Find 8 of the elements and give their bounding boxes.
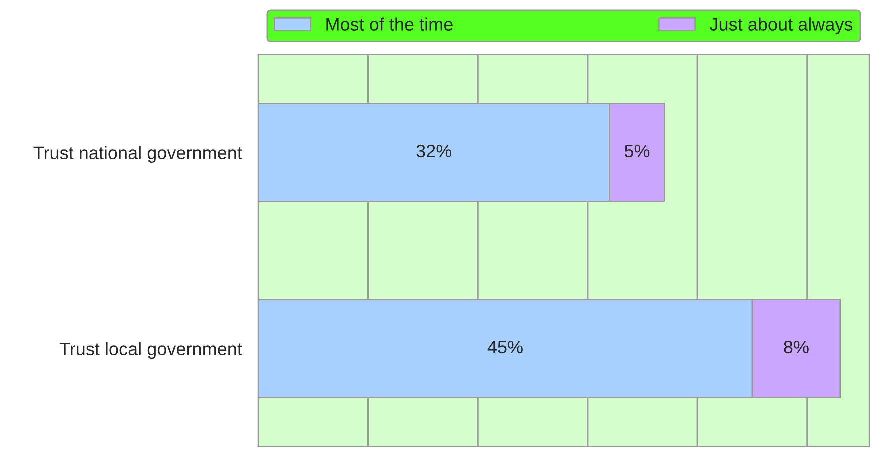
data-label: 5% (624, 144, 650, 158)
legend-label: Just about always (710, 18, 853, 35)
data-label: 32% (416, 144, 452, 158)
data-label: 8% (784, 340, 809, 354)
y-tick-label: Trust local government (60, 342, 242, 360)
y-tick-label: Trust national government (34, 146, 242, 164)
legend-label: Most of the time (326, 18, 453, 31)
data-label: 45% (488, 340, 523, 354)
